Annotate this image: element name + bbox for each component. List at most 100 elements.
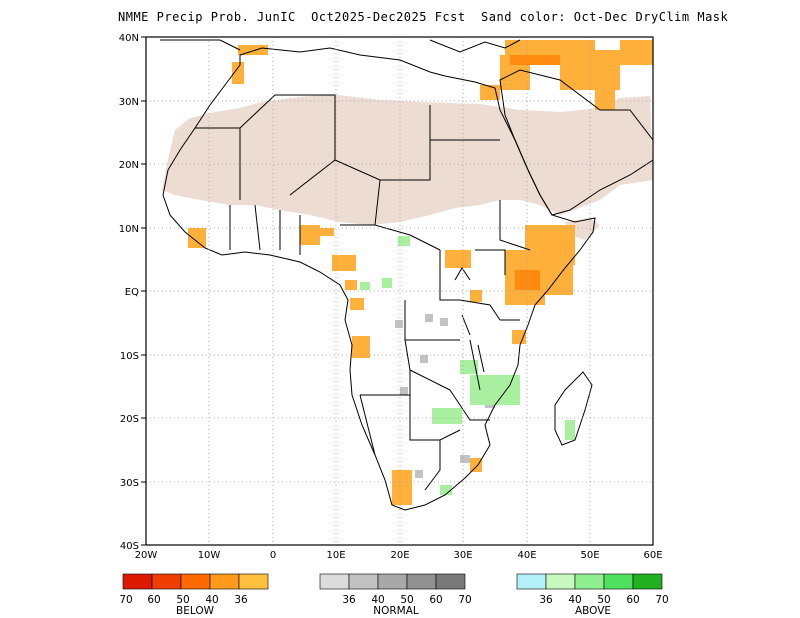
lat-label-20n: 20N (119, 160, 139, 171)
legend-normal-swatch-60 (406, 573, 437, 590)
below-cell (345, 280, 357, 290)
below-strong-cell (510, 55, 560, 65)
lon-label-0: 0 (270, 550, 276, 561)
legend-below-swatch-36 (238, 573, 269, 590)
below-cell (350, 298, 364, 310)
legend-normal-swatch-50 (377, 573, 408, 590)
normal-cell (425, 314, 433, 322)
below-cell (232, 62, 244, 84)
legend-normal-tick-36: 36 (342, 594, 356, 606)
africa-coastline (162, 47, 596, 511)
below-cell (238, 45, 268, 55)
below-normal-strong-cells (510, 55, 560, 290)
longitude-labels: 20W 10W 0 10E 20E 30E 40E 50E 60E (135, 550, 663, 561)
lon-label-10e: 10E (326, 550, 345, 561)
dry-climate-mask (162, 94, 653, 240)
latitude-labels: 40N 30N 20N 10N EQ 10S 20S 30S 40S (119, 33, 139, 552)
europe-coastline (160, 39, 521, 53)
below-cell (332, 255, 356, 271)
normal-cell (400, 387, 408, 395)
legend-normal-swatch-40 (348, 573, 379, 590)
legend-above: 36 40 50 60 70 ABOVE (516, 573, 669, 617)
legend-above-swatch-40 (545, 573, 576, 590)
legend-below-tick-36: 36 (234, 594, 248, 606)
lakes (454, 267, 485, 373)
legend-normal-swatch-70 (435, 573, 466, 590)
below-cell (188, 228, 206, 248)
lon-label-60e: 60E (643, 550, 662, 561)
lon-label-20w: 20W (135, 550, 158, 561)
arabian-peninsula-coastline (499, 69, 654, 216)
legend-below-swatch-50 (180, 573, 211, 590)
legend-normal-tick-70: 70 (458, 594, 471, 606)
lat-label-20s: 20S (120, 414, 139, 425)
below-cell (320, 228, 334, 236)
below-cell (445, 250, 471, 268)
lat-label-eq: EQ (125, 287, 139, 298)
lat-label-10n: 10N (119, 224, 139, 235)
lat-label-40n: 40N (119, 33, 139, 44)
normal-cell (395, 320, 403, 328)
below-cell (300, 225, 320, 245)
normal-cell (420, 355, 428, 363)
legend-below-swatch-60 (151, 573, 182, 590)
lon-label-40e: 40E (517, 550, 536, 561)
below-cell (392, 470, 412, 505)
normal-cell (440, 318, 448, 326)
legend-above-swatch-50 (574, 573, 605, 590)
legend-below-tick-70: 70 (119, 594, 132, 606)
below-cell (595, 90, 615, 110)
above-cell (565, 420, 575, 440)
below-strong-cell (515, 270, 540, 290)
above-cell (488, 390, 508, 400)
legend-below-tick-40: 40 (205, 594, 218, 606)
above-cell (382, 278, 392, 288)
lat-label-40s: 40S (120, 541, 139, 552)
below-cell (470, 458, 482, 472)
coastlines-borders (160, 39, 654, 511)
above-cell (360, 282, 370, 290)
lon-label-10w: 10W (198, 550, 221, 561)
legend-above-tick-50: 50 (597, 594, 610, 606)
legend-normal-tick-40: 40 (371, 594, 384, 606)
above-cell (460, 360, 478, 374)
lon-label-30e: 30E (453, 550, 472, 561)
legend-below-label: BELOW (176, 605, 215, 617)
below-cell (545, 265, 573, 295)
legend-below-tick-50: 50 (176, 594, 189, 606)
legend-below-tick-60: 60 (147, 594, 160, 606)
lat-label-30n: 30N (119, 97, 139, 108)
lat-label-30s: 30S (120, 478, 139, 489)
above-cell (398, 236, 410, 246)
legend-normal-tick-60: 60 (429, 594, 442, 606)
legend-above-swatch-60 (603, 573, 634, 590)
below-cell (512, 330, 526, 344)
lat-label-10s: 10S (120, 351, 139, 362)
legend-normal-swatch-36 (319, 573, 350, 590)
legend-below: 70 60 50 40 36 BELOW (119, 573, 269, 617)
legend-normal: 36 40 50 60 70 NORMAL (319, 573, 472, 617)
normal-cell (460, 455, 470, 463)
country-borders (195, 94, 531, 491)
below-cell (525, 225, 575, 265)
legend-above-swatch-36 (516, 573, 547, 590)
graticule (146, 37, 653, 545)
below-cell (470, 290, 482, 302)
legend-above-tick-40: 40 (568, 594, 581, 606)
legend-above-swatch-70 (632, 573, 663, 590)
legend-above-label: ABOVE (575, 605, 611, 617)
lon-label-20e: 20E (390, 550, 409, 561)
above-cell (440, 485, 452, 495)
below-cell (352, 336, 370, 358)
legend-above-tick-60: 60 (626, 594, 639, 606)
above-cell (432, 408, 462, 424)
below-cell (620, 40, 653, 65)
legend-normal-tick-50: 50 (400, 594, 413, 606)
legend-normal-label: NORMAL (373, 605, 419, 617)
legend-above-tick-70: 70 (655, 594, 668, 606)
legend-above-tick-36: 36 (539, 594, 553, 606)
map-title: NMME Precip Prob. JunIC Oct2025-Dec2025 … (118, 10, 729, 24)
dry-mask-sahara (162, 94, 653, 225)
map-ticks (141, 36, 146, 546)
